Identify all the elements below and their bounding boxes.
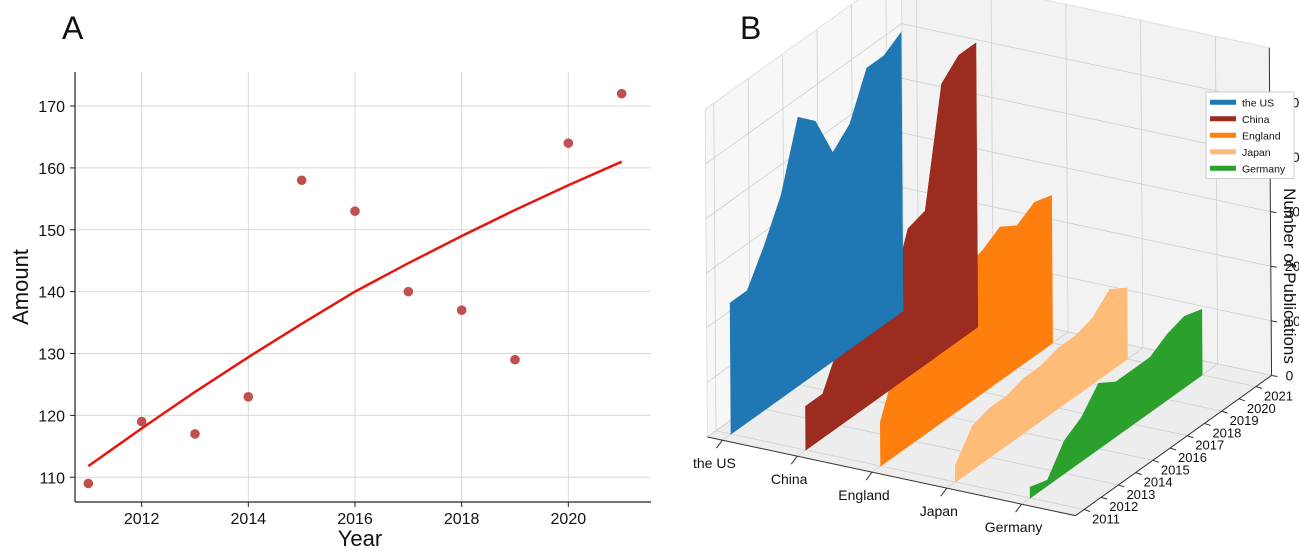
year-tick-label: 2013 [1126,487,1155,502]
z-tick [1270,211,1277,214]
z-gridline [705,23,1270,165]
y-tick-label: 140 [38,285,65,302]
year-tick-label: 2020 [1247,401,1276,416]
series-area-germany [1029,309,1203,499]
z-tick-label: 30 [1284,204,1299,220]
year-tick-label: 2015 [1161,462,1190,477]
year-tick [1101,496,1108,500]
data-point [190,429,200,439]
year-tick [1187,435,1194,439]
z-tick-label: 0 [1286,367,1294,383]
x-axis-title: Year [338,526,382,550]
category-tick-label: England [838,487,889,503]
legend-label: Germany [1242,163,1286,175]
legend-label: the US [1242,97,1274,109]
y-axis-title: Amount [8,249,33,325]
y-tick-label: 160 [38,161,65,178]
legend-label: England [1242,130,1281,142]
data-point [563,138,574,148]
x-tick-label: 2018 [444,511,480,528]
category-tick [716,439,723,449]
z-tick [1271,320,1278,323]
y-tick-label: 150 [38,223,65,240]
data-point [350,206,360,217]
y-tick-label: 130 [38,347,65,364]
legend-swatch [1210,165,1236,171]
year-tick-label: 2019 [1230,413,1259,428]
z-tick-label: 20 [1285,258,1299,274]
y-tick-label: 170 [38,99,65,116]
year-gridline [713,103,1085,510]
legend-swatch [1210,149,1236,155]
series-area-japan [954,287,1128,483]
category-tick [865,471,873,481]
category-tick-label: Germany [985,519,1043,535]
x-tick-label: 2014 [231,511,267,528]
z-tick [1271,374,1278,377]
category-axis-line [707,436,1076,517]
category-tick-label: Japan [920,503,958,519]
category-tick-label: China [771,471,808,487]
year-tick [1152,459,1160,463]
panel-label-a: A [62,10,84,46]
year-tick [1221,410,1228,414]
year-tick [1204,422,1211,426]
scatter-chart-amount-by-year: 2012 2014 2016 2018 2020 110 120 130 140 150 160 17… [8,72,651,550]
x-tick-label: 2012 [124,511,160,528]
data-point [510,354,520,365]
category-tick-label: the US [693,455,736,471]
x-tick-label: 2020 [551,511,587,528]
series-area-the-us [729,31,904,435]
legend-label: Japan [1242,147,1271,159]
year-tick-label: 2014 [1144,475,1173,490]
year-tick-label: 2012 [1109,499,1138,514]
year-tick [1169,447,1177,451]
category-tick [790,455,798,465]
year-tick-label: 2016 [1178,450,1207,465]
legend-swatch [1210,132,1236,138]
year-tick-label: 2018 [1212,425,1241,440]
data-point [403,286,414,297]
year-tick-label: 2021 [1264,389,1293,404]
category-tick [940,487,948,497]
data-point [83,478,94,489]
legend-swatch [1210,99,1236,105]
year-axis-line [1075,375,1272,517]
category-tick [1015,503,1022,513]
data-point [243,392,254,402]
panel-label-b: B [740,10,762,46]
legend-label: China [1242,114,1270,126]
year-tick [1255,386,1263,389]
legend-swatch [1210,116,1236,122]
x-tick-label: 2016 [337,511,373,528]
year-tick [1238,398,1246,402]
z-tick-label: 10 [1285,313,1299,329]
data-point [616,88,627,99]
y-tick-label: 120 [38,408,65,425]
z-tick [1270,265,1277,268]
year-tick-label: 2011 [1092,512,1120,527]
year-tick [1118,484,1125,488]
data-point [136,416,147,427]
z-gridline [705,77,1271,219]
fit-line [87,160,623,468]
z-axis-title: Number of Publications [1280,188,1299,364]
y-tick-label: 110 [39,470,65,487]
year-tick-label: 2017 [1195,438,1224,453]
year-tick [1135,472,1142,476]
data-point [456,305,467,316]
year-tick [1083,509,1091,512]
data-point [296,175,307,186]
